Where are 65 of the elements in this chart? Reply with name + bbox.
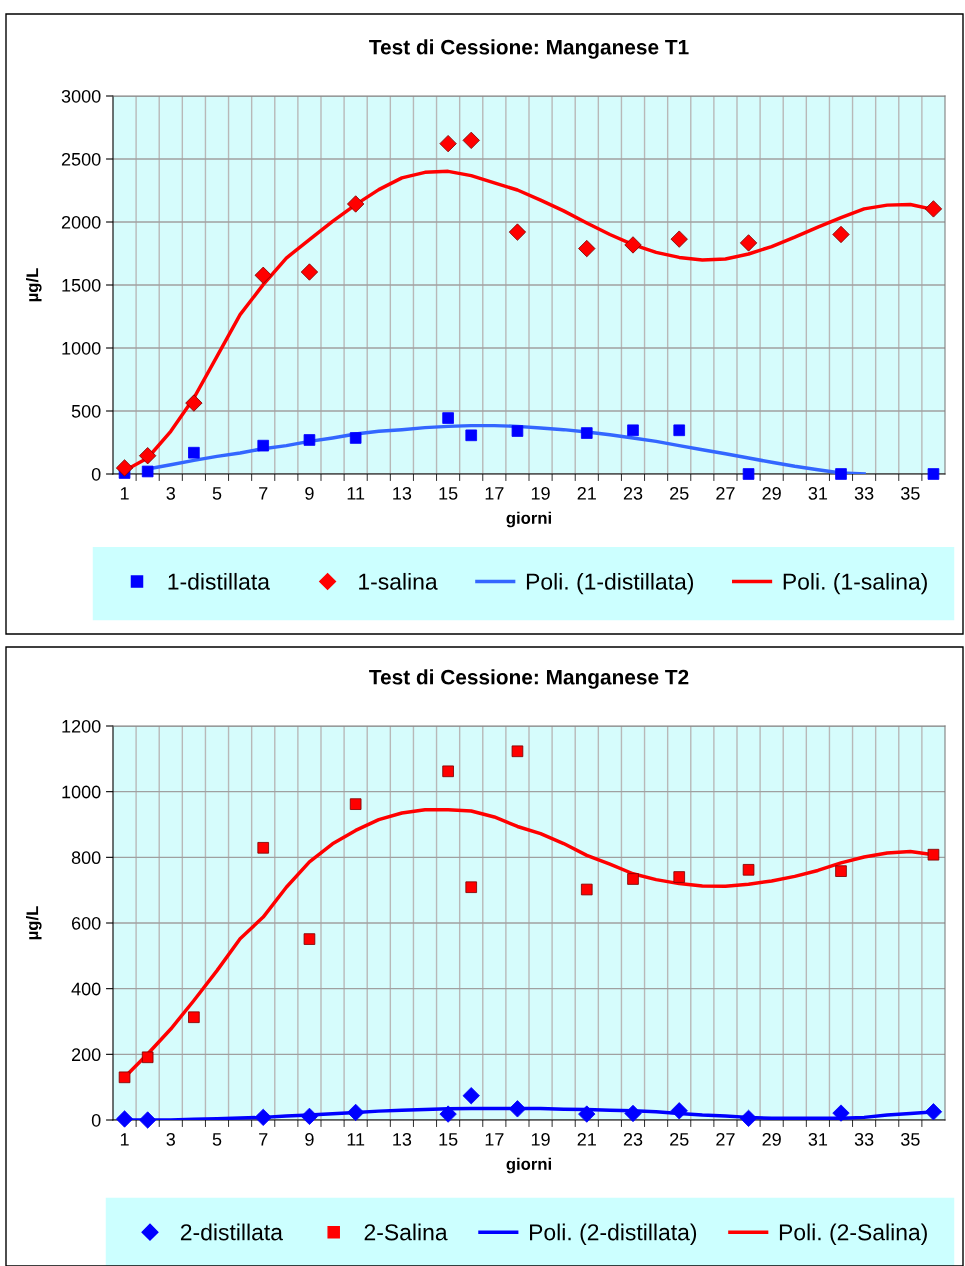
x-tick-label: 17 bbox=[485, 487, 504, 500]
y-tick-label: 1200 bbox=[62, 719, 101, 733]
x-tick-label: 21 bbox=[577, 1132, 596, 1146]
x-tick-label: 7 bbox=[259, 487, 268, 500]
x-tick-label: 31 bbox=[808, 486, 828, 500]
x-tick-label: 29 bbox=[762, 486, 781, 500]
x-tick-label: 3 bbox=[166, 1132, 176, 1146]
y-tick-label: 1500 bbox=[62, 278, 101, 292]
x-tick-label: 11 bbox=[347, 1133, 365, 1146]
legend-label: Poli. (2-Salina) bbox=[779, 1223, 927, 1245]
point bbox=[624, 236, 642, 254]
y-tick-label: 400 bbox=[71, 982, 101, 996]
x-tick-label: 13 bbox=[393, 486, 412, 500]
x-tick-label: 1 bbox=[120, 487, 129, 500]
y-tick-label: 0 bbox=[91, 1113, 101, 1127]
y-tick-label: 500 bbox=[71, 404, 101, 418]
chart-title: Test di Cessione: Manganese T2 bbox=[369, 669, 689, 689]
x-tick-label: 9 bbox=[305, 1132, 314, 1146]
y-tick-label: 200 bbox=[71, 1048, 101, 1062]
x-tick-label: 19 bbox=[531, 486, 550, 500]
x-tick-label: 25 bbox=[670, 486, 689, 500]
x-tick-label: 15 bbox=[439, 1133, 458, 1146]
legend-label: 2-Salina bbox=[364, 1223, 448, 1241]
x-tick-label: 31 bbox=[808, 1132, 828, 1146]
x-tick-label: 17 bbox=[485, 1133, 504, 1146]
x-tick-label: 27 bbox=[716, 486, 735, 500]
legend-label: 2-distillata bbox=[180, 1223, 283, 1241]
x-axis-title: giorni bbox=[506, 511, 551, 528]
x-tick-label: 27 bbox=[716, 1132, 735, 1146]
x-tick-label: 21 bbox=[577, 486, 596, 500]
y-axis-title: µg/L bbox=[25, 268, 42, 302]
x-tick-label: 23 bbox=[623, 486, 643, 500]
x-tick-label: 35 bbox=[900, 486, 920, 500]
x-tick-label: 3 bbox=[166, 486, 176, 500]
y-tick-label: 2000 bbox=[61, 215, 101, 229]
y-tick-label: 1000 bbox=[62, 785, 101, 799]
x-tick-label: 7 bbox=[259, 1133, 268, 1146]
x-tick-label: 33 bbox=[854, 486, 874, 500]
x-tick-label: 23 bbox=[623, 1132, 643, 1146]
x-tick-label: 25 bbox=[670, 1132, 689, 1146]
chart-title: Test di Cessione: Manganese T1 bbox=[369, 39, 689, 59]
x-tick-label: 1 bbox=[120, 1133, 129, 1146]
x-tick-label: 5 bbox=[212, 1133, 222, 1146]
y-tick-label: 3000 bbox=[61, 89, 101, 103]
y-tick-label: 2500 bbox=[61, 152, 101, 166]
legend-label: 1-distillata bbox=[168, 572, 270, 590]
x-axis-title: giorni bbox=[506, 1157, 551, 1174]
legend-label: Poli. (1-distillata) bbox=[526, 572, 694, 595]
x-tick-label: 11 bbox=[347, 487, 365, 500]
x-tick-label: 15 bbox=[439, 487, 458, 500]
x-tick-label: 29 bbox=[762, 1132, 781, 1146]
x-tick-label: 13 bbox=[393, 1132, 412, 1146]
x-tick-label: 35 bbox=[900, 1132, 920, 1146]
y-axis-title: µg/L bbox=[25, 906, 42, 940]
x-tick-label: 9 bbox=[305, 486, 314, 500]
legend-label: Poli. (2-distillata) bbox=[530, 1223, 697, 1245]
y-tick-label: 1000 bbox=[62, 341, 101, 355]
x-tick-label: 33 bbox=[854, 1132, 874, 1146]
x-tick-label: 5 bbox=[212, 487, 222, 500]
legend-label: 1-salina bbox=[359, 572, 438, 590]
y-tick-label: 0 bbox=[91, 467, 101, 481]
y-tick-label: 600 bbox=[71, 916, 101, 930]
legend-label: Poli. (1-salina) bbox=[783, 572, 927, 595]
x-tick-label: 19 bbox=[531, 1132, 550, 1146]
y-tick-label: 800 bbox=[71, 851, 101, 865]
